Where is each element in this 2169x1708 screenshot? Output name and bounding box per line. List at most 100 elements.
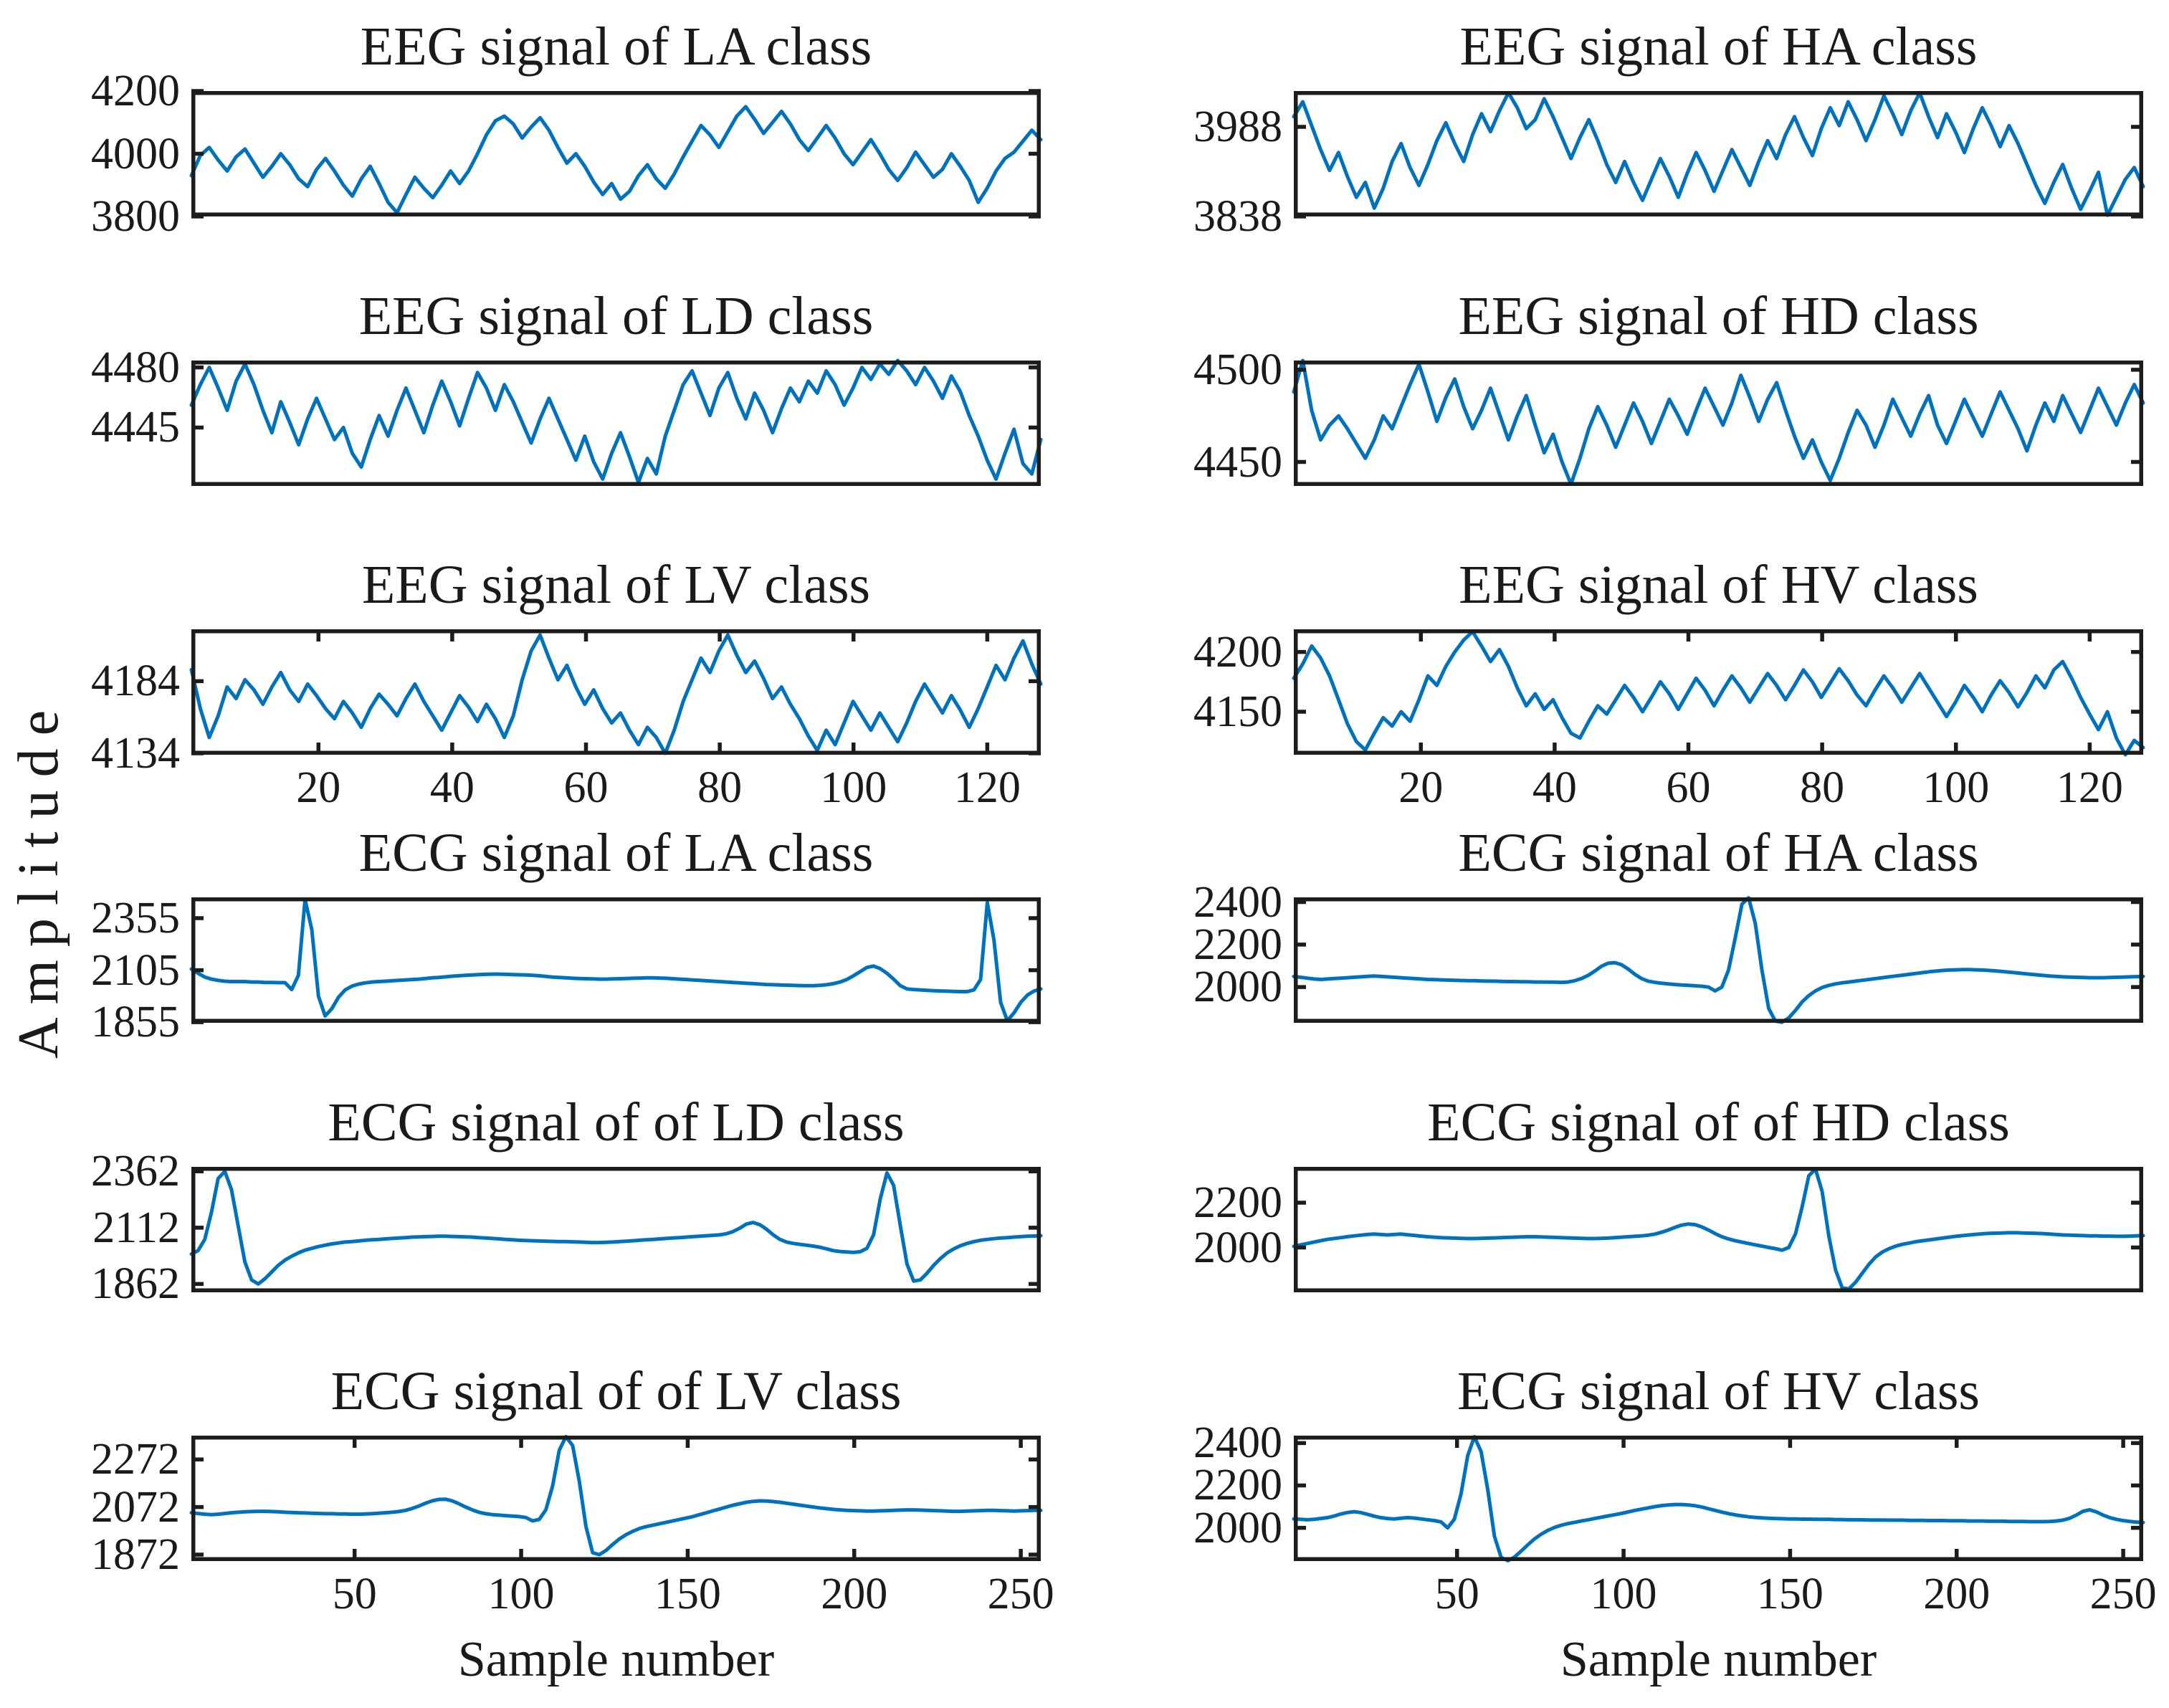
x-tick-label-ecg-hv: 250	[2089, 1570, 2157, 1618]
y-tick-label-ecg-hv: 2400	[1193, 1418, 1282, 1468]
x-tick-label-ecg-lv: 100	[487, 1570, 555, 1618]
signal-line-eeg-hv	[1292, 629, 2145, 757]
y-tick-label-eeg-ha: 3988	[1193, 102, 1282, 151]
x-tick-label-ecg-hv: 100	[1590, 1570, 1657, 1618]
plot-canvas-eeg-ha	[1292, 91, 2145, 219]
y-tick-label-eeg-ha: 3838	[1193, 192, 1282, 241]
plot-title-eeg-lv: EEG signal of LV class	[361, 555, 871, 615]
x-tick-label-eeg-lv: 40	[429, 763, 475, 812]
y-tick-label-ecg-hv: 2200	[1193, 1461, 1282, 1510]
subplot-ecg-la: ECG signal of LA class 1855 2105 2355	[91, 823, 1043, 1046]
signal-line-eeg-ld	[189, 358, 1043, 485]
x-tick-label-ecg-lv: 200	[821, 1570, 888, 1618]
plot-canvas-eeg-hd	[1292, 358, 2145, 486]
y-tick-label-ecg-ha: 2200	[1193, 920, 1282, 969]
tick-marks-ecg-la	[191, 916, 1041, 1024]
subplot-ecg-lv: ECG signal of of LV class 1872 2072 2272 50…	[91, 1361, 1054, 1618]
y-tick-label-ecg-hd: 2200	[1193, 1178, 1282, 1227]
axes-box-eeg-ld	[191, 361, 1041, 486]
axes-box-eeg-hd	[1294, 361, 2143, 486]
y-tick-label-eeg-la: 3800	[91, 192, 180, 241]
signal-line-ecg-lv	[189, 1434, 1043, 1557]
signal-line-ecg-ha	[1292, 896, 2145, 1024]
y-tick-label-ecg-ha: 2000	[1193, 963, 1282, 1012]
axes-box-ecg-hv	[1294, 1436, 2143, 1561]
plot-title-eeg-hv: EEG signal of HV class	[1459, 555, 1978, 615]
axes-box-ecg-la	[191, 897, 1041, 1023]
x-tick-label-eeg-hv: 60	[1666, 763, 1711, 812]
y-tick-label-eeg-lv: 4184	[91, 657, 180, 706]
y-tick-label-eeg-hd: 4450	[1193, 437, 1282, 487]
tick-marks-eeg-lv	[191, 629, 1041, 755]
y-tick-label-eeg-hd: 4500	[1193, 345, 1282, 394]
y-tick-label-ecg-hv: 2000	[1193, 1503, 1282, 1552]
y-tick-label-ecg-la: 2355	[91, 894, 180, 943]
y-tick-label-ecg-ha: 2400	[1193, 877, 1282, 927]
x-tick-label-eeg-hv: 100	[1922, 763, 1990, 812]
y-tick-label-ecg-lv: 2072	[91, 1482, 180, 1532]
y-tick-label-ecg-ld: 2362	[91, 1147, 180, 1196]
signal-line-ecg-ld	[189, 1169, 1043, 1286]
axes-box-eeg-hv	[1294, 629, 2143, 755]
x-tick-label-eeg-lv: 60	[563, 763, 609, 812]
plot-canvas-eeg-ld	[189, 358, 1043, 486]
subplot-eeg-hv: EEG signal of HV class 4150 4200 20 40 60 80 1…	[1193, 555, 2145, 812]
x-tick-label-ecg-hv: 150	[1756, 1570, 1824, 1618]
axes-box-eeg-la	[191, 91, 1041, 216]
plot-title-ecg-ha: ECG signal of HA class	[1458, 823, 1979, 883]
y-tick-label-eeg-ld: 4445	[91, 403, 180, 452]
y-tick-label-ecg-la: 1855	[91, 998, 180, 1047]
y-tick-label-ecg-lv: 1872	[91, 1530, 180, 1580]
x-tick-label-eeg-hv: 120	[2056, 763, 2123, 812]
signal-line-eeg-hd	[1292, 358, 2145, 486]
y-tick-label-ecg-ld: 1862	[91, 1259, 180, 1309]
x-axis-label-left: Sample number	[457, 1632, 775, 1687]
x-tick-label-ecg-lv: 50	[332, 1570, 377, 1618]
signal-line-eeg-ha	[1292, 91, 2145, 217]
y-tick-label-eeg-hv: 4200	[1193, 627, 1282, 677]
plot-canvas-ecg-lv	[189, 1434, 1043, 1561]
axes-box-ecg-hd	[1294, 1167, 2143, 1292]
subplot-eeg-la: EEG signal of LA class 3800 4000 4200	[91, 16, 1043, 241]
plot-title-ecg-la: ECG signal of LA class	[358, 823, 874, 883]
axes-box-ecg-lv	[191, 1436, 1041, 1561]
tick-marks-eeg-ld	[191, 365, 1041, 430]
plot-title-ecg-ld: ECG signal of of LD class	[328, 1092, 905, 1153]
tick-marks-ecg-ld	[191, 1169, 1041, 1287]
x-tick-label-eeg-hv: 20	[1398, 763, 1444, 812]
signal-line-ecg-la	[189, 897, 1043, 1023]
signal-line-ecg-hd	[1292, 1167, 2145, 1291]
plot-title-eeg-ld: EEG signal of LD class	[358, 286, 874, 346]
y-tick-label-eeg-ld: 4480	[91, 343, 180, 392]
subplot-ecg-hd: ECG signal of of HD class 2000 2200	[1193, 1092, 2145, 1292]
plot-canvas-eeg-lv	[189, 629, 1043, 755]
plot-canvas-ecg-hd	[1292, 1167, 2145, 1292]
plot-canvas-ecg-ha	[1292, 896, 2145, 1024]
x-tick-label-eeg-lv: 100	[820, 763, 887, 812]
subplot-ecg-ha: ECG signal of HA class 2000 2200 2400	[1193, 823, 2145, 1024]
axes-box-eeg-ha	[1294, 91, 2143, 216]
y-tick-label-ecg-ld: 2112	[92, 1203, 180, 1252]
tick-marks-ecg-hv	[1294, 1436, 2143, 1561]
subplot-eeg-ld: EEG signal of LD class 4445 4480	[91, 286, 1043, 486]
subplot-ecg-hv: ECG signal of HV class 2000 2200 2400 50 100…	[1193, 1361, 2157, 1618]
plot-canvas-ecg-ld	[189, 1167, 1043, 1292]
x-tick-label-eeg-hv: 80	[1800, 763, 1845, 812]
plot-title-eeg-la: EEG signal of LA class	[360, 16, 872, 77]
y-tick-label-eeg-la: 4200	[91, 67, 180, 115]
plot-title-eeg-hd: EEG signal of HD class	[1458, 286, 1979, 346]
x-tick-label-eeg-lv: 20	[296, 763, 341, 812]
signal-line-eeg-la	[189, 105, 1043, 215]
plot-title-ecg-hv: ECG signal of HV class	[1457, 1361, 1980, 1421]
plot-title-eeg-ha: EEG signal of HA class	[1459, 16, 1978, 77]
x-tick-label-ecg-hv: 200	[1923, 1570, 1991, 1618]
y-tick-label-eeg-lv: 4134	[91, 728, 180, 778]
x-tick-label-ecg-lv: 150	[654, 1570, 721, 1618]
y-tick-label-eeg-hv: 4150	[1193, 687, 1282, 736]
plot-canvas-ecg-hv	[1292, 1435, 2145, 1563]
y-tick-label-ecg-la: 2105	[91, 945, 180, 995]
subplot-ecg-ld: ECG signal of of LD class 1862 2112 2362	[91, 1092, 1043, 1308]
y-tick-label-eeg-la: 4000	[91, 129, 180, 178]
tick-marks-ecg-hd	[1294, 1201, 2143, 1250]
